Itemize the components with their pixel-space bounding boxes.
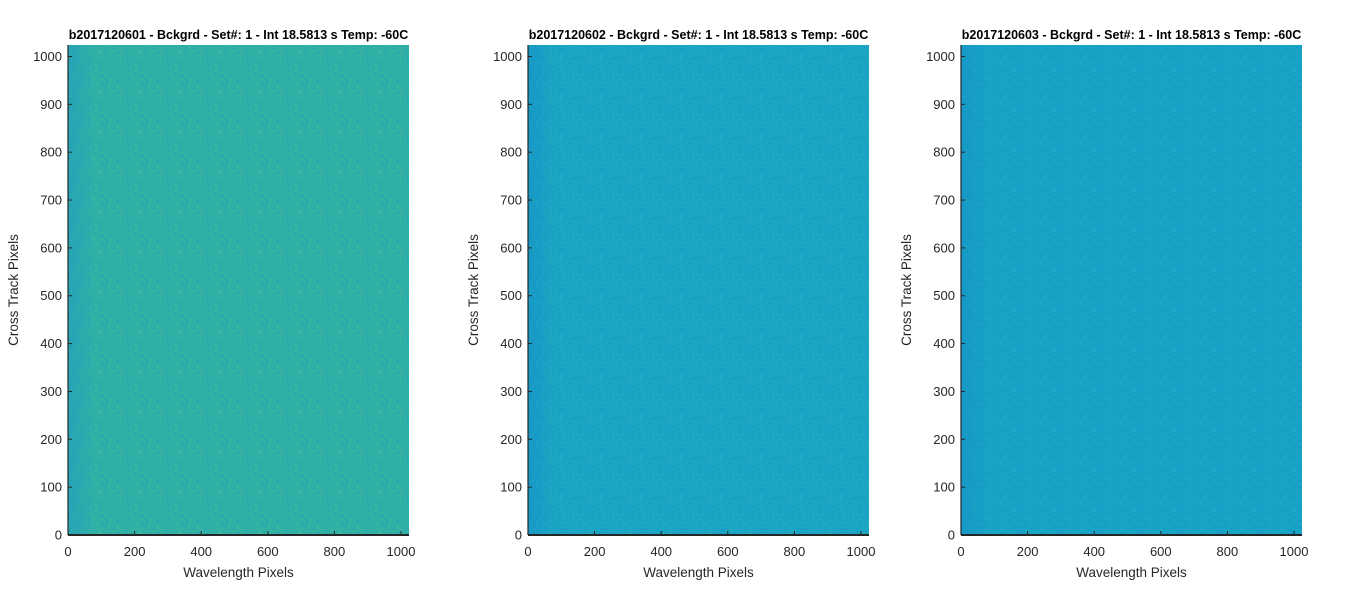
y-tick-label: 300	[933, 384, 955, 399]
panel-3: 0 100 200 300 400 500 600 700 800 900 1000 0 200 400 6…	[899, 28, 1308, 580]
x-tick-label: 1000	[847, 544, 876, 559]
y-axis-label: Cross Track Pixels	[466, 234, 481, 346]
y-tick-label: 1000	[493, 49, 522, 64]
x-tick-label: 400	[650, 544, 672, 559]
y-tick-label: 300	[500, 384, 522, 399]
x-tick-label: 600	[1150, 544, 1172, 559]
x-axis-label: Wavelength Pixels	[183, 565, 294, 580]
x-tick-label: 200	[1017, 544, 1039, 559]
panel-2: 0 100 200 300 400 500 600 700 800 900 1000 0 200 400 6…	[466, 28, 875, 580]
y-tick-label: 200	[933, 432, 955, 447]
y-tick-label: 400	[500, 336, 522, 351]
y-axis-label: Cross Track Pixels	[6, 234, 21, 346]
y-tick-label: 0	[515, 528, 522, 543]
y-tick-label: 0	[55, 528, 62, 543]
y-tick-label: 100	[933, 480, 955, 495]
x-tick-label: 200	[124, 544, 146, 559]
y-tick-label: 700	[933, 193, 955, 208]
y-tick-label: 700	[500, 193, 522, 208]
y-tick-label: 400	[40, 336, 62, 351]
y-tick-label: 800	[500, 145, 522, 160]
x-tick-label: 800	[324, 544, 346, 559]
y-axis-label: Cross Track Pixels	[899, 234, 914, 346]
x-tick-label: 0	[524, 544, 531, 559]
x-tick-label: 400	[190, 544, 212, 559]
x-tick-label: 0	[64, 544, 71, 559]
y-tick-label: 900	[500, 97, 522, 112]
y-tick-label: 100	[40, 480, 62, 495]
y-tick-label: 600	[933, 240, 955, 255]
y-tick-label: 0	[948, 528, 955, 543]
heatmap-edge-shading	[528, 45, 555, 535]
x-tick-label: 200	[584, 544, 606, 559]
heatmap-edge-shading	[961, 45, 988, 535]
x-tick-label: 600	[257, 544, 279, 559]
y-tick-label: 600	[40, 240, 62, 255]
panel-1: 0 100 200 300 400 500 600 700 800 900 1000 0 200 400 6…	[6, 28, 415, 580]
y-tick-label: 200	[500, 432, 522, 447]
x-tick-label: 600	[717, 544, 739, 559]
y-tick-label: 1000	[926, 49, 955, 64]
x-tick-label: 800	[1217, 544, 1239, 559]
heatmap-image	[961, 45, 1302, 535]
y-tick-label: 100	[500, 480, 522, 495]
y-tick-label: 500	[933, 288, 955, 303]
y-tick-label: 600	[500, 240, 522, 255]
chart-title: b2017120601 - Bckgrd - Set#: 1 - Int 18.…	[69, 28, 409, 42]
x-axis-label: Wavelength Pixels	[1076, 565, 1187, 580]
x-axis-label: Wavelength Pixels	[643, 565, 754, 580]
y-tick-label: 300	[40, 384, 62, 399]
y-tick-label: 900	[40, 97, 62, 112]
x-tick-label: 1000	[1280, 544, 1309, 559]
y-tick-label: 1000	[33, 49, 62, 64]
x-tick-label: 400	[1083, 544, 1105, 559]
x-tick-label: 0	[957, 544, 964, 559]
y-tick-label: 900	[933, 97, 955, 112]
chart-title: b2017120602 - Bckgrd - Set#: 1 - Int 18.…	[529, 28, 869, 42]
y-tick-label: 500	[500, 288, 522, 303]
x-tick-label: 1000	[387, 544, 416, 559]
heatmap-edge-shading	[68, 45, 95, 535]
heatmap-image	[68, 45, 409, 535]
y-tick-label: 800	[933, 145, 955, 160]
y-tick-label: 700	[40, 193, 62, 208]
y-tick-label: 800	[40, 145, 62, 160]
x-tick-label: 800	[784, 544, 806, 559]
y-tick-label: 400	[933, 336, 955, 351]
y-tick-label: 500	[40, 288, 62, 303]
y-tick-label: 200	[40, 432, 62, 447]
chart-title: b2017120603 - Bckgrd - Set#: 1 - Int 18.…	[962, 28, 1302, 42]
heatmap-image	[528, 45, 869, 535]
